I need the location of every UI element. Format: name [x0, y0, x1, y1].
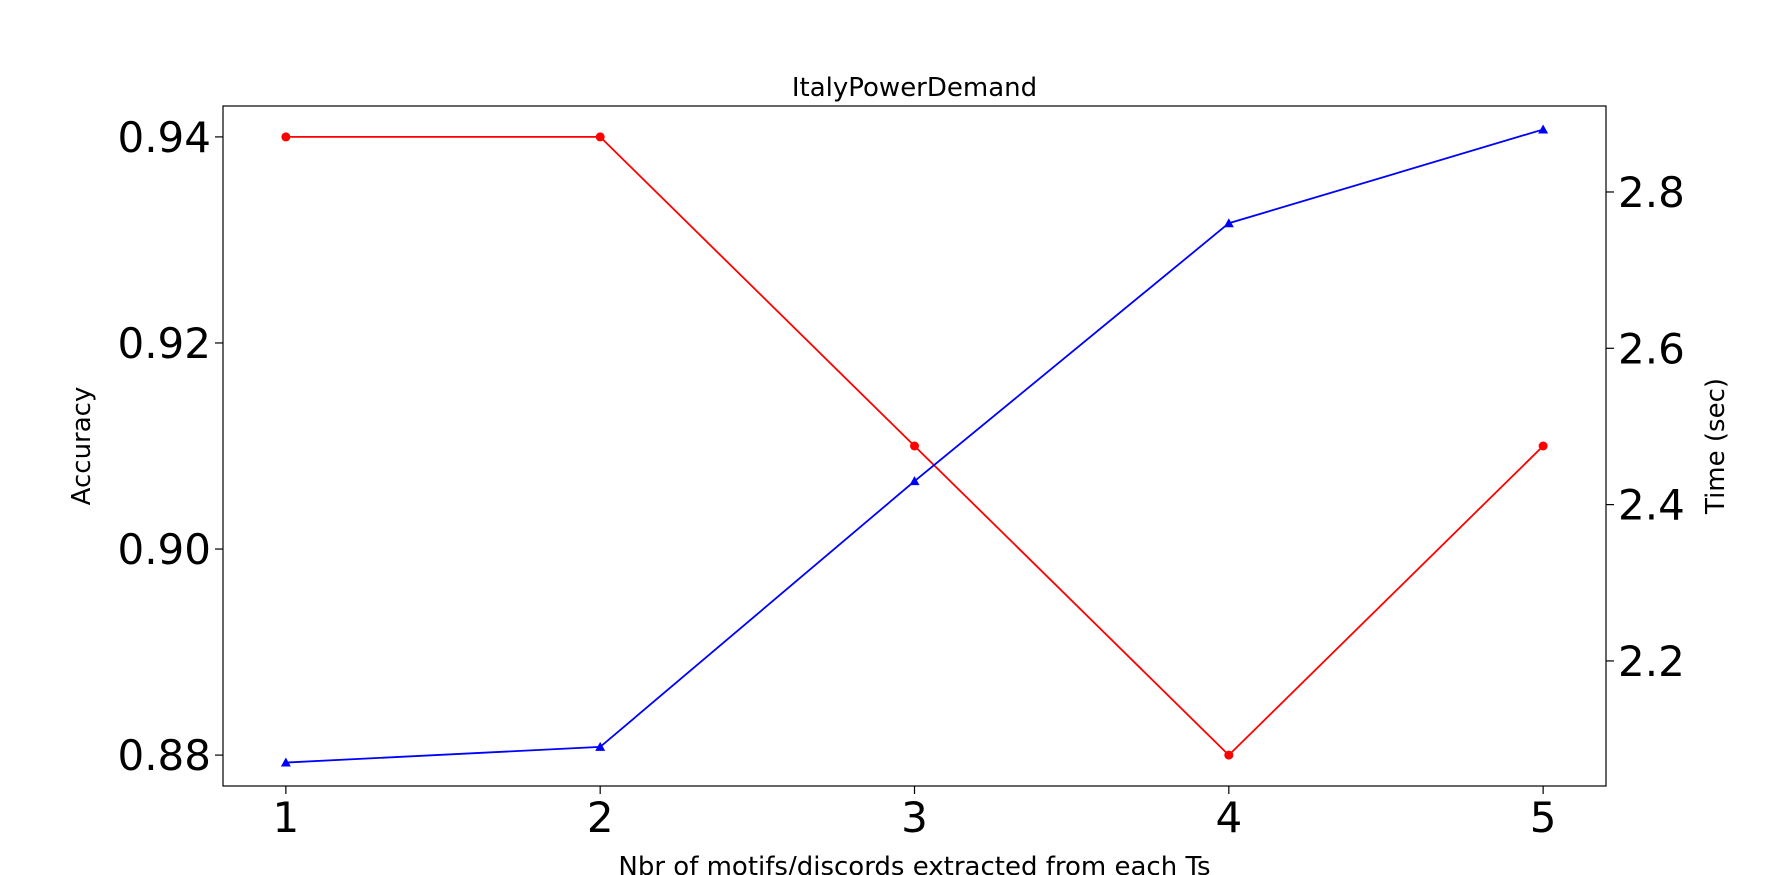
data-point-right — [595, 741, 606, 751]
data-point-left — [595, 132, 605, 142]
x-axis-label: Nbr of motifs/discords extracted from ea… — [618, 852, 1210, 875]
x-tick-label: 3 — [901, 793, 928, 842]
y-axis-right-ticks: 2.2 2.4 2.6 2.8 — [1606, 168, 1685, 686]
y-left-tick-label: 0.94 — [117, 113, 211, 162]
data-point-left — [910, 441, 919, 451]
y-right-tick-label: 2.2 — [1618, 637, 1685, 686]
y-left-tick-label: 0.88 — [117, 731, 211, 780]
data-point-left — [1538, 441, 1548, 451]
x-tick-label: 2 — [587, 793, 614, 842]
data-point-right — [280, 757, 291, 767]
y-right-tick-label: 2.8 — [1618, 168, 1685, 217]
y-left-tick-label: 0.90 — [117, 525, 211, 574]
data-point-left — [1224, 750, 1234, 760]
y-axis-label-left: Accuracy — [67, 387, 97, 506]
series-layer — [280, 124, 1549, 767]
chart-title: ItalyPowerDemand — [792, 73, 1037, 103]
data-point-left — [281, 132, 291, 142]
x-tick-label: 1 — [272, 793, 299, 842]
y-axis-label-right: Time (sec) — [1701, 378, 1731, 515]
data-point-right — [1538, 124, 1549, 134]
data-point-right — [909, 476, 920, 486]
y-left-tick-label: 0.92 — [117, 319, 211, 368]
y-right-tick-label: 2.4 — [1618, 481, 1685, 530]
y-axis-left-ticks: 0.88 0.90 0.92 0.94 — [117, 113, 223, 780]
x-tick-label: 4 — [1215, 793, 1242, 842]
x-axis-ticks: 1 2 3 4 5 — [272, 786, 1557, 842]
y-right-tick-label: 2.6 — [1618, 324, 1685, 373]
data-point-right — [1223, 218, 1234, 228]
x-tick-label: 5 — [1530, 793, 1557, 842]
